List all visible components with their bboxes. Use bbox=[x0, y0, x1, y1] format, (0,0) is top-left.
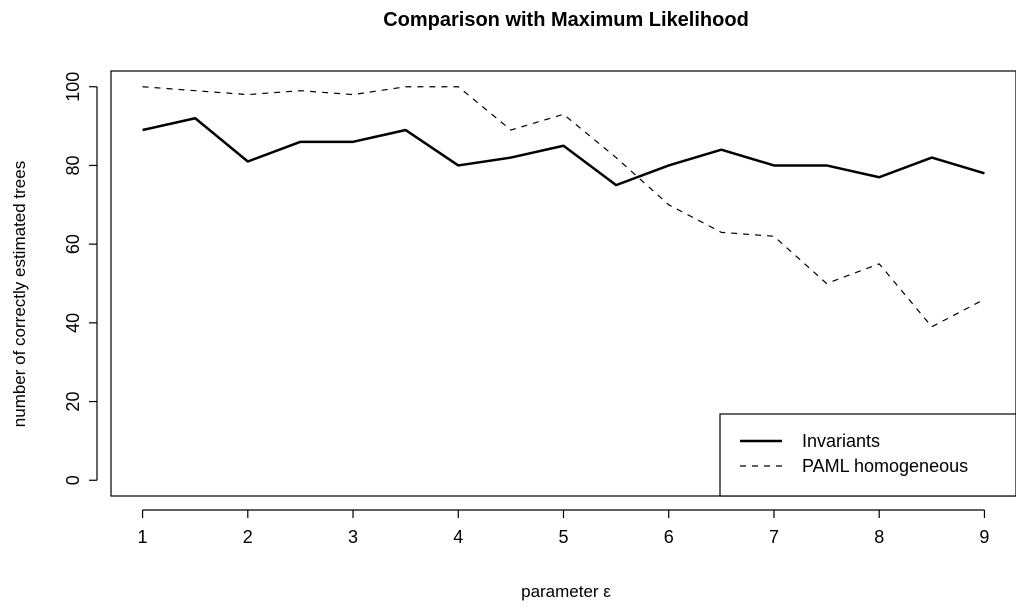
x-tick-label: 2 bbox=[243, 527, 253, 547]
plot-area bbox=[110, 70, 1016, 497]
series-line-paml-homogeneous bbox=[142, 86, 985, 328]
x-tick-label: 6 bbox=[664, 527, 674, 547]
y-tick-label: 40 bbox=[63, 313, 83, 333]
legend: Invariants PAML homogeneous bbox=[719, 413, 1016, 497]
x-tick-label: 5 bbox=[558, 527, 568, 547]
y-tick-label: 0 bbox=[63, 475, 83, 485]
legend-label-paml-homogeneous: PAML homogeneous bbox=[802, 456, 968, 476]
y-axis: 0 20 40 60 80 100 bbox=[63, 72, 98, 485]
chart-title: Comparison with Maximum Likelihood bbox=[383, 9, 749, 31]
y-tick-label: 80 bbox=[63, 155, 83, 175]
x-tick-label: 3 bbox=[348, 527, 358, 547]
x-tick-label: 9 bbox=[979, 527, 989, 547]
x-axis: 1 2 3 4 5 6 7 8 9 bbox=[138, 509, 989, 547]
legend-box bbox=[719, 413, 1016, 497]
y-tick-label: 20 bbox=[63, 392, 83, 412]
legend-label-invariants: Invariants bbox=[802, 431, 880, 451]
x-tick-label: 8 bbox=[874, 527, 884, 547]
x-axis-label: parameter ε bbox=[521, 582, 611, 601]
x-tick-label: 7 bbox=[769, 527, 779, 547]
x-tick-label: 4 bbox=[453, 527, 463, 547]
x-tick-label: 1 bbox=[138, 527, 148, 547]
y-axis-label: number of correctly estimated trees bbox=[10, 161, 29, 427]
series-line-invariants bbox=[142, 116, 985, 187]
y-tick-label: 100 bbox=[63, 72, 83, 102]
y-tick-label: 60 bbox=[63, 234, 83, 254]
series-layer bbox=[142, 86, 985, 328]
